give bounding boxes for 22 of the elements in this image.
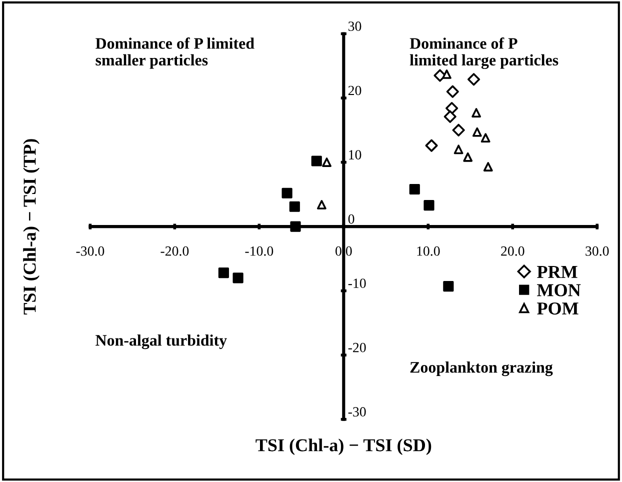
y-axis-title: TSI (Chl-a) − TSI (TP) (23, 139, 40, 315)
y-tick-label: 20 (348, 86, 362, 96)
legend-label: PRM (537, 266, 578, 278)
x-tick-label: -10.0 (245, 246, 274, 256)
x-tick-label: -30.0 (76, 246, 104, 256)
annotation: Zooplankton grazing (410, 362, 553, 376)
y-tick-label: -20 (348, 342, 366, 352)
annotation: Dominance of P limited large particles (410, 37, 558, 69)
y-tick-label: 0 (348, 214, 354, 224)
x-axis-title: TSI (Chl-a) − TSI (SD) (256, 438, 432, 455)
y-tick-label: 10 (349, 150, 362, 160)
x-tick-label: 30.0 (586, 246, 609, 256)
y-tick-label: -30 (348, 407, 366, 417)
x-tick-label: -20.0 (160, 246, 189, 256)
annotation: Dominance of P limited smaller particles (96, 37, 254, 69)
y-tick-label: -10 (348, 278, 366, 288)
x-tick-label: 20.0 (501, 246, 524, 256)
x-tick-label: 10.0 (417, 246, 440, 256)
legend-label: MON (537, 284, 581, 296)
annotation: Non-algal turbidity (96, 334, 227, 350)
legend-label: POM (537, 302, 578, 315)
y-tick-label: 30 (348, 22, 362, 31)
